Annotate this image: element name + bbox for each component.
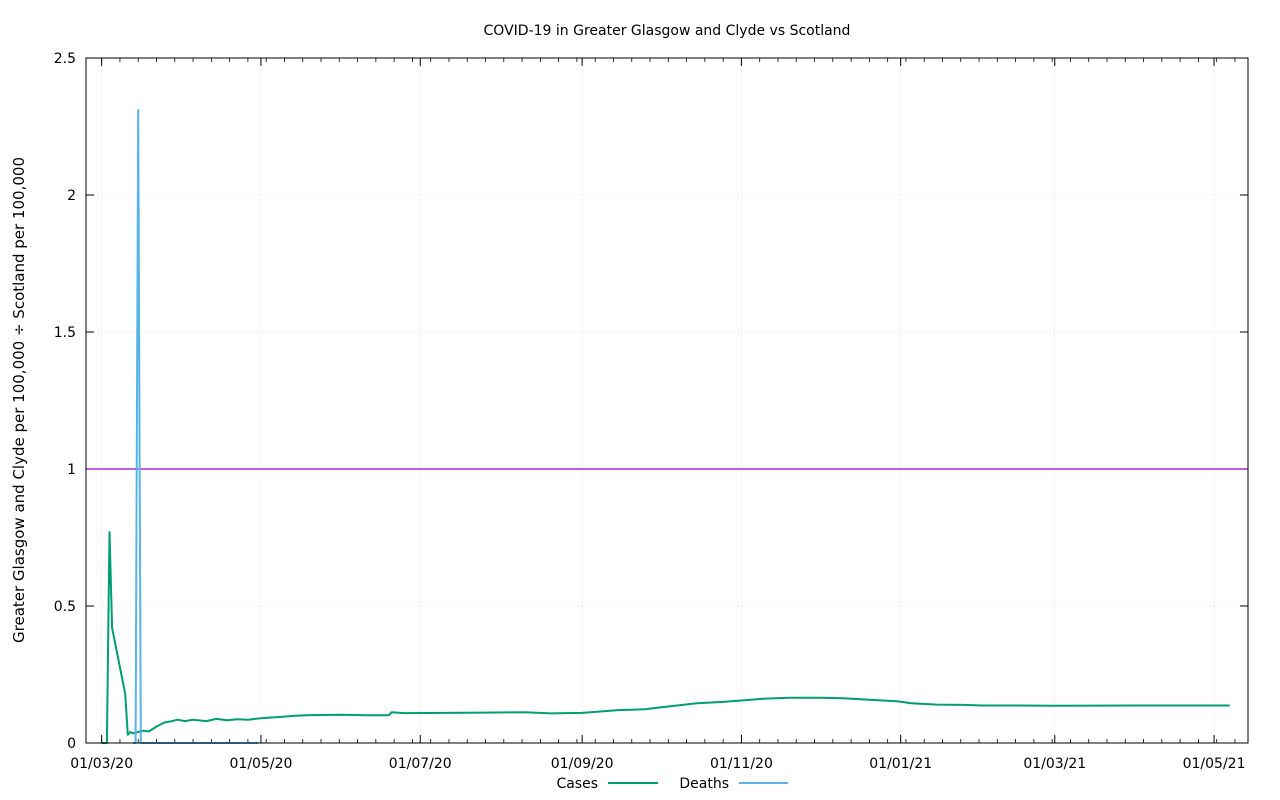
legend-label-deaths: Deaths [679,776,729,792]
x-tick-label: 01/03/21 [1023,756,1086,772]
x-tick-label: 01/07/20 [389,756,452,772]
x-tick-label: 01/11/20 [710,756,773,772]
legend: Cases Deaths [556,776,788,792]
x-tick-label: 01/03/20 [70,756,133,772]
plot-frame [85,57,1249,744]
y-tick-label: 2 [67,188,76,204]
series-line-cases [101,531,1230,744]
chart-title: COVID-19 in Greater Glasgow and Clyde vs… [484,23,851,39]
x-tick-label: 01/01/21 [869,756,932,772]
y-tick-label: 2.5 [54,51,76,67]
y-axis-label: Greater Glasgow and Clyde per 100,000 ÷ … [10,157,28,643]
x-tick-label: 01/05/20 [230,756,293,772]
y-tick-label: 0.5 [54,599,76,615]
x-tick-label: 01/05/21 [1183,756,1246,772]
y-tick-label: 1.5 [54,325,76,341]
axis-ticks: 0 0.5 1 1.5 2 2.5 01/03/20 01/05/20 01/07/20 01/0… [54,51,1248,772]
y-tick-label: 1 [67,462,76,478]
grid [86,58,1248,743]
series-layer [86,109,1248,744]
series-line-deaths [133,109,259,744]
legend-label-cases: Cases [556,776,598,792]
y-tick-label: 0 [67,736,76,752]
x-tick-label: 01/09/20 [551,756,614,772]
